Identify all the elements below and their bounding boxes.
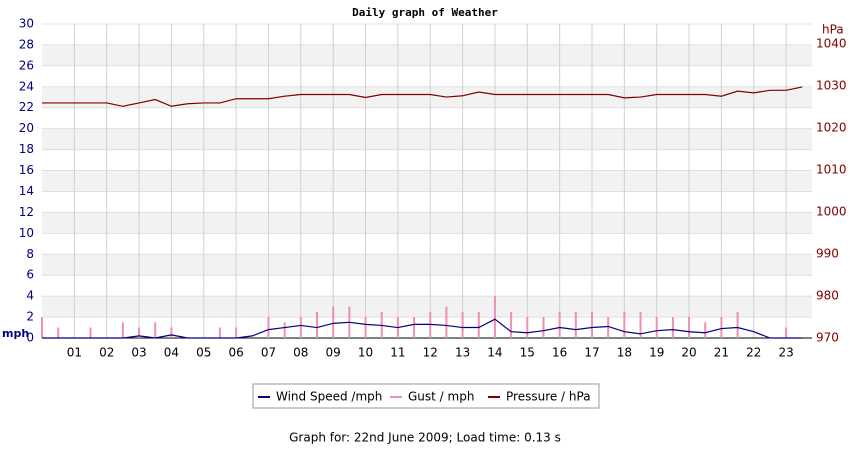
y-tick-label: 6 xyxy=(26,268,34,282)
y-tick-label: 2 xyxy=(26,310,34,324)
grid-band xyxy=(42,254,812,276)
y-tick-label: 8 xyxy=(26,247,34,261)
x-tick-label: 17 xyxy=(584,346,599,360)
y2-tick-label: 1010 xyxy=(816,163,847,177)
x-tick-label: 19 xyxy=(649,346,664,360)
x-tick-label: 14 xyxy=(487,346,502,360)
x-tick-label: 08 xyxy=(293,346,308,360)
legend-label: Wind Speed /mph xyxy=(276,390,382,404)
x-tick-label: 23 xyxy=(778,346,793,360)
y-tick-label: 30 xyxy=(19,17,34,31)
x-tick-label: 12 xyxy=(423,346,438,360)
x-tick-label: 03 xyxy=(131,346,146,360)
x-tick-label: 10 xyxy=(358,346,373,360)
y2-axis-label: hPa xyxy=(822,23,844,37)
x-tick-label: 04 xyxy=(164,346,179,360)
y-tick-label: 10 xyxy=(19,226,34,240)
legend-label: Gust / mph xyxy=(408,390,474,404)
grid-band xyxy=(42,212,812,234)
y-axis-label: mph xyxy=(2,327,29,340)
legend-label: Pressure / hPa xyxy=(506,390,591,404)
y-tick-label: 0 xyxy=(26,331,34,345)
y-tick-label: 12 xyxy=(19,205,34,219)
y2-tick-label: 1030 xyxy=(816,79,847,93)
grid xyxy=(42,23,812,339)
y2-tick-label: 970 xyxy=(816,331,839,345)
y-tick-label: 24 xyxy=(19,79,34,93)
x-tick-label: 13 xyxy=(455,346,470,360)
series-line xyxy=(42,318,803,339)
y2-tick-label: 980 xyxy=(816,289,839,303)
x-tick-label: 15 xyxy=(520,346,535,360)
x-tick-label: 22 xyxy=(746,346,761,360)
grid-band xyxy=(42,296,812,318)
grid-band xyxy=(42,170,812,192)
x-tick-label: 07 xyxy=(261,346,276,360)
footer: Graph for: 22nd June 2009; Load time: 0.… xyxy=(289,431,561,445)
grid-band xyxy=(42,128,812,150)
y-tick-label: 4 xyxy=(26,289,34,303)
series-line xyxy=(42,86,803,107)
y2-tick-label: 1000 xyxy=(816,205,847,219)
x-tick-label: 05 xyxy=(196,346,211,360)
grid-band xyxy=(42,86,812,108)
x-tick-label: 11 xyxy=(390,346,405,360)
y-tick-label: 14 xyxy=(19,184,34,198)
y-tick-label: 20 xyxy=(19,121,34,135)
chart-title: Daily graph of Weather xyxy=(352,6,498,19)
y2-tick-label: 990 xyxy=(816,247,839,261)
y2-tick-label: 1020 xyxy=(816,121,847,135)
x-tick-label: 18 xyxy=(617,346,632,360)
x-tick-label: 09 xyxy=(326,346,341,360)
x-tick-label: 06 xyxy=(228,346,243,360)
y2-tick-label: 1040 xyxy=(816,37,847,51)
y-tick-label: 26 xyxy=(19,58,34,72)
x-tick-label: 01 xyxy=(67,346,82,360)
grid-band xyxy=(42,44,812,66)
x-tick-label: 16 xyxy=(552,346,567,360)
y-tick-label: 28 xyxy=(19,37,34,51)
x-tick-label: 20 xyxy=(681,346,696,360)
y-tick-label: 16 xyxy=(19,163,34,177)
x-tick-label: 02 xyxy=(99,346,114,360)
legend-box xyxy=(252,383,600,409)
y-tick-label: 22 xyxy=(19,100,34,114)
y-tick-label: 18 xyxy=(19,142,34,156)
x-tick-label: 21 xyxy=(714,346,729,360)
